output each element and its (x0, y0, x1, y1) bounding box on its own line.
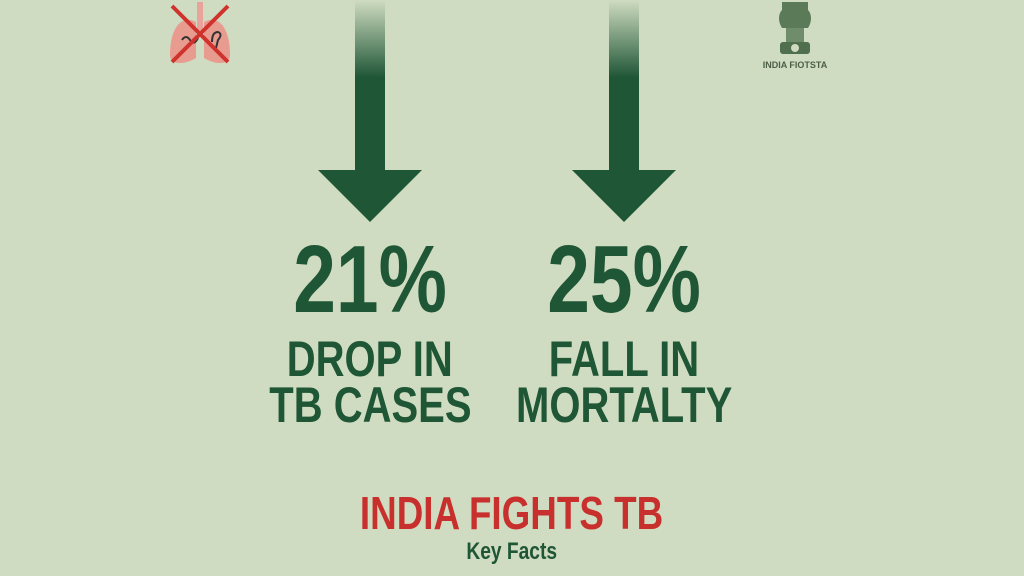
title-wrap: INDIA FIGHTS TB (0, 488, 1024, 538)
stat-label-line1: DROP IN (287, 331, 453, 387)
down-arrow-icon (318, 0, 422, 222)
stat-value: 21% (293, 226, 447, 333)
emblem-caption: INDIA FIOTSTA (762, 60, 828, 70)
stat-label-line2: MORTALTY (515, 377, 733, 433)
subtitle: Key Facts (466, 538, 558, 565)
stat-cases: 21% DROP IN TB CASES (220, 226, 520, 433)
crossed-out-lungs-icon (170, 2, 230, 64)
stat-label-line2: TB CASES (268, 377, 472, 433)
stat-label-line1: FALL IN (548, 331, 700, 387)
national-emblem-icon (779, 2, 811, 54)
stat-value: 25% (547, 226, 701, 333)
page-title: INDIA FIGHTS TB (360, 487, 664, 539)
subtitle-wrap: Key Facts (0, 538, 1024, 566)
down-arrow-icon (572, 0, 676, 222)
stat-mortality: 25% FALL IN MORTALTY (474, 226, 774, 433)
